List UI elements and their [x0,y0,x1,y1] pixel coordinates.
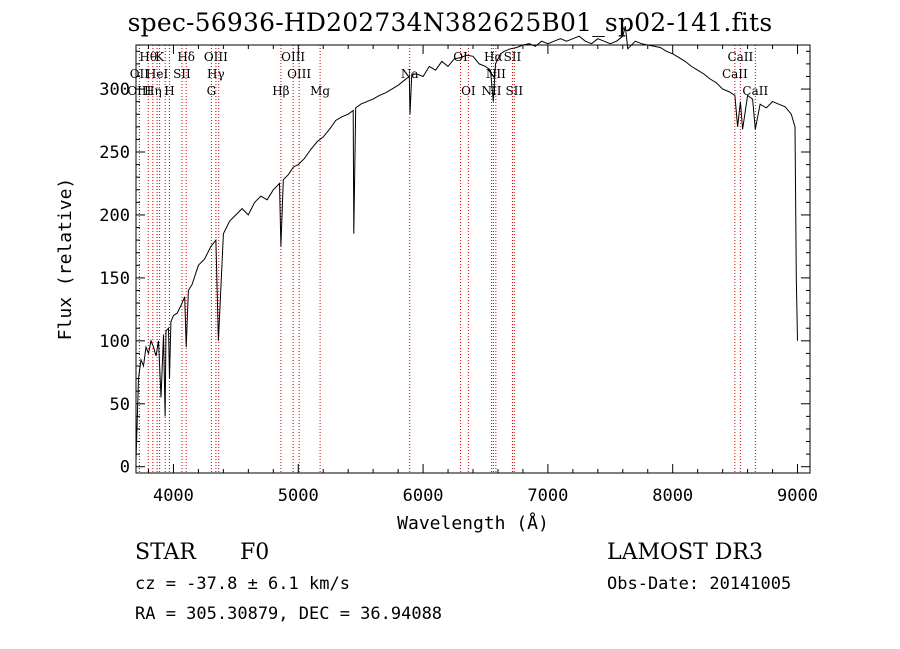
line-label: H [164,84,174,98]
line-label: Hα [484,50,503,64]
x-tick-label: 5000 [278,486,319,506]
line-label: Hη [144,84,162,98]
spectrum-line [135,25,798,461]
line-label: Mg [310,84,330,98]
line-label: OII [130,67,150,81]
x-tick-label: 7000 [527,486,568,506]
y-tick-label: 50 [110,395,130,415]
x-axis-label: Wavelength (Å) [397,512,549,534]
line-label: SII [504,50,522,64]
line-labels: Hθ OII OIII HeI Hη K H SII Hδ OIII Hγ G Hβ OIII OIII Mg… [127,50,768,98]
line-label: OIII [287,67,311,81]
line-label: HeI [146,67,169,81]
line-label: SII [173,67,191,81]
y-tick-label: 250 [99,143,130,163]
object-class: STAR [135,540,196,565]
x-axis: 4000 5000 6000 7000 8000 9000 [147,45,818,506]
line-label: K [155,50,165,64]
line-label: Hβ [272,84,289,98]
y-tick-label: 150 [99,269,130,289]
chart-title: spec-56936-HD202734N382625B01_sp02-141.f… [127,8,773,37]
coordinates: RA = 305.30879, DEC = 36.94088 [135,604,443,624]
spectral-subclass: F0 [240,540,270,565]
x-tick-label: 4000 [153,486,194,506]
y-tick-label: 300 [99,80,130,100]
plot-frame [135,44,811,474]
x-tick-label: 8000 [652,486,693,506]
line-label: NII [481,84,501,98]
line-label: OI [461,84,476,98]
y-tick-label: 0 [120,458,130,478]
line-label: Hθ [139,50,157,64]
line-label: SII [505,84,523,98]
line-label: CaII [727,50,753,64]
line-label: Na [401,67,419,81]
survey-name: LAMOST DR3 [607,540,763,565]
line-label: G [207,84,217,98]
line-label: Hγ [207,67,225,81]
redshift-velocity: cz = -37.8 ± 6.1 km/s [135,574,350,594]
line-label: OIII [204,50,228,64]
y-tick-label: 100 [99,332,130,352]
line-label: CaII [742,84,768,98]
y-axis-label: Flux (relative) [55,178,76,341]
line-label: OIII [281,50,305,64]
y-axis: 0 50 100 150 200 250 300 [99,50,810,478]
observation-date: Obs-Date: 20141005 [607,574,792,594]
x-tick-label: 6000 [403,486,444,506]
line-label: Hδ [177,50,195,64]
marker-lines [138,45,756,473]
line-label: CaII [722,67,748,81]
y-tick-label: 200 [99,206,130,226]
x-tick-label: 9000 [777,486,818,506]
line-label: OI [453,50,468,64]
line-label: OIII [127,84,151,98]
